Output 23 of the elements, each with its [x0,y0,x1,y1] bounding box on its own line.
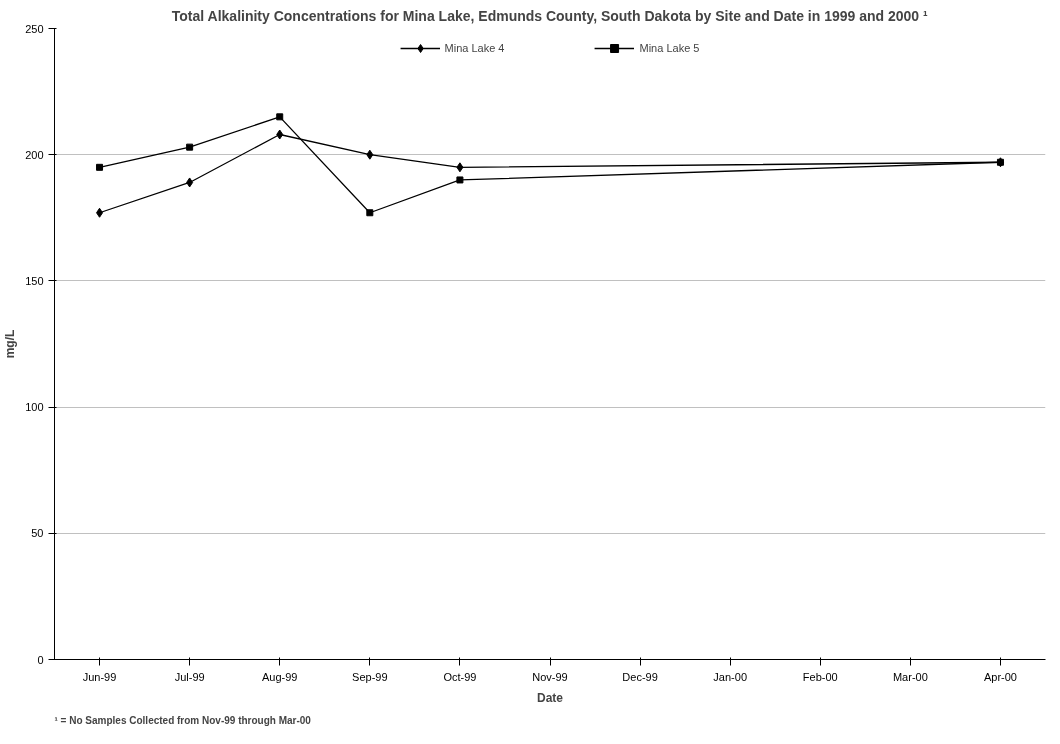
y-tick-label: 0 [37,653,44,666]
x-tick-label: Oct-99 [443,670,477,683]
y-tick-label: 200 [25,148,44,161]
legend-label: Mina Lake 4 [444,42,505,54]
y-tick-label: 150 [25,274,44,287]
y-tick-label: 100 [25,401,44,414]
x-axis-title: Date [537,690,564,705]
x-tick-label: Apr-00 [983,670,1017,683]
y-tick-label: 50 [31,527,44,540]
x-tick-label: Feb-00 [802,670,838,683]
x-tick-label: Nov-99 [532,670,568,683]
x-tick-label: Dec-99 [622,670,658,683]
x-tick-label: Jul-99 [174,670,205,683]
legend-label: Mina Lake 5 [639,42,700,54]
x-tick-label: Jun-99 [82,670,117,683]
y-axis-title: mg/L [3,329,18,359]
x-tick-label: Mar-00 [892,670,928,683]
chart-title: Total Alkalinity Concentrations for Mina Lake, Edmunds County, South Dakota by Site and Date in 1999 and 2000 ¹ [171,7,929,24]
x-tick-label: Jan-00 [713,670,748,683]
x-tick-label: Sep-99 [352,670,388,683]
text: ¹ = No Samples Collected from Nov-99 through Mar-00 [54,714,312,726]
y-tick-label: 250 [25,22,44,35]
x-tick-label: Aug-99 [261,670,298,683]
